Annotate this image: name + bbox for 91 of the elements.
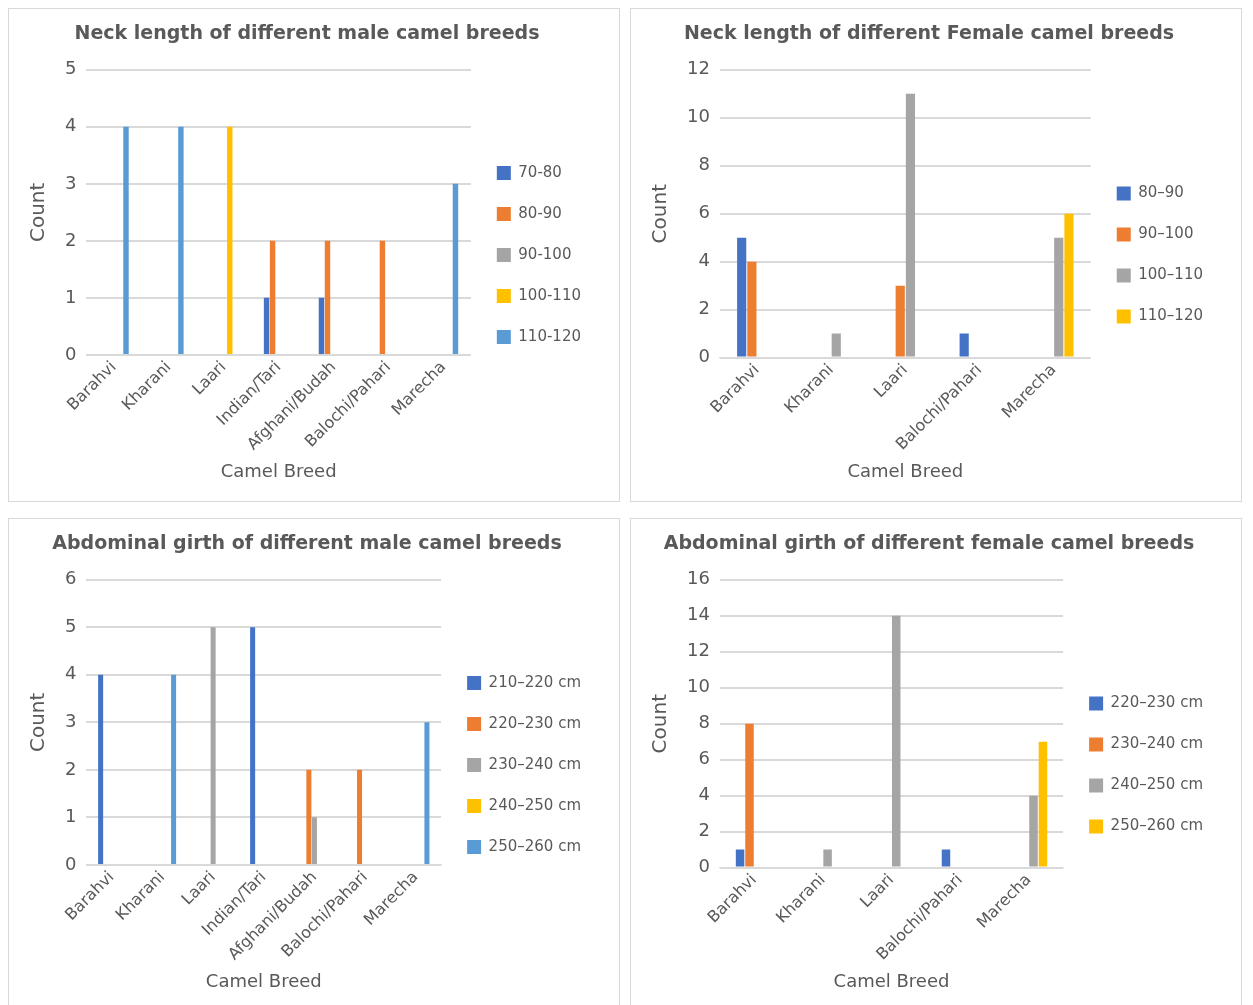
y-tick-label: 6	[65, 567, 77, 589]
bar	[357, 769, 363, 864]
bar	[379, 240, 386, 354]
legend-label: 220–230 cm	[488, 713, 581, 732]
legend-label: 110–120	[1138, 306, 1203, 325]
x-axis-title: Camel Breed	[220, 459, 337, 481]
legend-label: 90–100	[1138, 224, 1194, 243]
bar	[250, 627, 256, 864]
y-tick-label: 4	[65, 114, 77, 136]
y-tick-label: 4	[65, 662, 77, 684]
bar	[747, 261, 757, 357]
y-tick-label: 0	[65, 342, 77, 364]
y-tick-label: 12	[687, 639, 710, 661]
legend-label: 110-120	[518, 326, 582, 345]
y-tick-label: 0	[698, 345, 710, 367]
bar	[735, 849, 745, 867]
bar	[424, 722, 430, 864]
bar	[1029, 795, 1038, 867]
y-tick-label: 5	[65, 614, 77, 636]
legend-label: 240–250 cm	[488, 795, 581, 814]
bar	[123, 126, 129, 354]
legend-label: 210–220 cm	[488, 672, 581, 691]
bar	[831, 333, 841, 357]
y-tick-label: 1	[65, 805, 77, 827]
legend-label: 90-100	[518, 244, 572, 263]
y-tick-label: 16	[687, 567, 710, 589]
y-tick-label: 8	[698, 711, 710, 733]
bar	[905, 93, 916, 357]
x-axis-title: Camel Breed	[847, 459, 964, 481]
bar	[823, 849, 832, 867]
y-tick-label: 2	[698, 819, 710, 841]
y-tick-label: 2	[65, 228, 77, 250]
x-axis-title: Camel Breed	[205, 969, 322, 991]
y-tick-label: 12	[687, 57, 710, 79]
legend-label: 70-80	[518, 162, 562, 181]
y-tick-label: 2	[65, 757, 77, 779]
y-tick-label: 8	[698, 153, 710, 175]
legend-label: 230–240 cm	[1110, 734, 1203, 753]
legend-label: 220–230 cm	[1110, 693, 1203, 712]
bar	[318, 297, 325, 354]
y-axis-title: Count	[25, 182, 50, 243]
bar	[941, 849, 951, 867]
bar	[210, 627, 216, 864]
chart-title: Abdominal girth of different male camel breeds	[52, 531, 562, 554]
x-axis-title: Camel Breed	[833, 969, 950, 991]
bar	[891, 615, 901, 867]
bar	[269, 240, 276, 354]
bar	[1064, 213, 1074, 357]
y-tick-label: 0	[65, 852, 77, 874]
bar	[737, 237, 747, 357]
y-axis-title: Count	[647, 693, 672, 754]
y-tick-label: 0	[698, 855, 710, 877]
bar	[306, 769, 312, 864]
bar	[452, 183, 459, 354]
bar	[324, 240, 331, 354]
y-tick-label: 1	[65, 285, 77, 307]
y-tick-label: 5	[65, 57, 77, 79]
legend-label: 230–240 cm	[488, 754, 581, 773]
legend-label: 250–260 cm	[488, 836, 581, 855]
y-tick-label: 2	[698, 297, 710, 319]
y-tick-label: 10	[687, 675, 710, 697]
bar	[227, 126, 233, 354]
y-tick-label: 6	[698, 201, 710, 223]
bar	[178, 126, 184, 354]
y-tick-label: 3	[65, 171, 77, 193]
bar	[311, 817, 317, 864]
y-tick-label: 4	[698, 783, 710, 805]
y-tick-label: 6	[698, 747, 710, 769]
y-tick-label: 10	[687, 105, 710, 127]
bar	[1054, 237, 1064, 357]
y-axis-title: Count	[647, 183, 672, 244]
chart-title: Abdominal girth of different female camel breeds	[663, 531, 1195, 554]
legend-label: 100–110	[1138, 265, 1203, 284]
bar	[745, 723, 754, 867]
bar	[895, 285, 905, 357]
y-tick-label: 3	[65, 710, 77, 732]
legend-label: 100-110	[518, 285, 582, 304]
bar	[263, 297, 270, 354]
y-tick-label: 4	[698, 249, 710, 271]
legend-label: 80-90	[518, 203, 562, 222]
bar	[171, 674, 177, 864]
bar	[98, 674, 104, 864]
legend-label: 240–250 cm	[1110, 775, 1203, 794]
y-axis-title: Count	[25, 692, 50, 753]
legend-label: 80–90	[1138, 183, 1184, 202]
y-tick-label: 14	[687, 603, 710, 625]
bar	[1038, 741, 1048, 867]
chart-title: Neck length of different Female camel breeds	[683, 21, 1175, 44]
bar	[959, 333, 969, 357]
chart-title: Neck length of different male camel breeds	[74, 21, 540, 44]
legend-label: 250–260 cm	[1110, 816, 1203, 835]
